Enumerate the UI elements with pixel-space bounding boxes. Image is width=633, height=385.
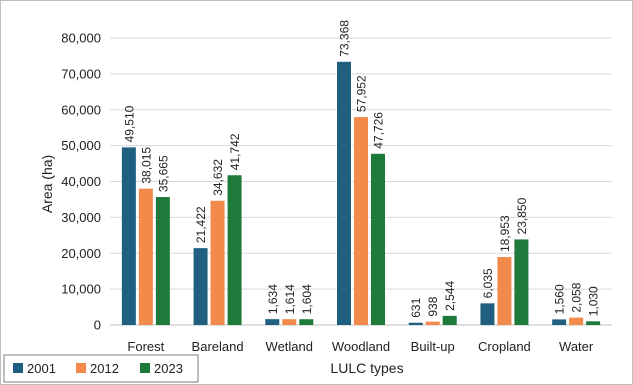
bar-2023 <box>155 197 170 325</box>
legend-label-2023: 2023 <box>154 361 183 376</box>
x-tick-label: Water <box>559 339 594 354</box>
data-label: 1,030 <box>587 286 601 316</box>
data-label: 41,742 <box>228 133 242 170</box>
bar-2001 <box>121 147 136 325</box>
x-tick-label: Woodland <box>332 339 390 354</box>
y-tick-label: 40,000 <box>61 174 101 189</box>
x-tick-label: Forest <box>127 339 164 354</box>
data-label: 631 <box>409 297 423 317</box>
data-label: 1,634 <box>266 284 280 314</box>
x-tick-label: Cropland <box>478 339 531 354</box>
y-tick-label: 20,000 <box>61 246 101 261</box>
bar-2001 <box>552 319 567 325</box>
data-label: 49,510 <box>122 105 136 142</box>
bar-2023 <box>586 321 601 325</box>
y-tick-label: 60,000 <box>61 102 101 117</box>
bar-2023 <box>299 319 314 325</box>
x-axis-ticks: Forest Bareland Wetland Woodland Built-up Cro… <box>127 339 593 354</box>
y-tick-label: 10,000 <box>61 282 101 297</box>
y-tick-label: 50,000 <box>61 138 101 153</box>
data-label: 1,604 <box>300 284 314 314</box>
y-axis-ticks: 0 10,000 20,000 30,000 40,000 50,000 60,000 70,… <box>61 31 101 333</box>
x-axis-title: LULC types <box>330 360 403 376</box>
data-label: 34,632 <box>211 159 225 196</box>
legend-box <box>3 354 199 383</box>
legend-label-2001: 2001 <box>27 361 56 376</box>
bar-2023 <box>227 175 242 325</box>
legend-swatch-2001 <box>13 363 23 373</box>
bar-2023 <box>442 315 457 325</box>
bar-2001 <box>337 61 351 326</box>
x-tick-label: Wetland <box>266 339 313 354</box>
bar-2012 <box>282 319 297 325</box>
data-label: 2,544 <box>443 281 457 311</box>
data-label: 1,614 <box>283 284 297 314</box>
data-label: 23,850 <box>515 197 529 234</box>
bar-2001 <box>408 322 423 325</box>
data-label: 1,560 <box>553 284 567 314</box>
bar-2001 <box>193 248 208 325</box>
data-label: 57,952 <box>355 75 369 112</box>
y-axis-title: Area (ha) <box>39 155 55 213</box>
data-label: 73,368 <box>338 20 352 57</box>
bar-2012 <box>210 200 225 325</box>
data-label: 938 <box>426 296 440 316</box>
bar-2023 <box>514 239 529 325</box>
legend-swatch-2012 <box>76 363 86 373</box>
bar-2001 <box>480 303 495 325</box>
data-label: 6,035 <box>481 268 495 298</box>
x-tick-label: Bareland <box>192 339 244 354</box>
data-label: 38,015 <box>139 147 153 184</box>
data-label: 18,953 <box>498 215 512 252</box>
y-tick-label: 30,000 <box>61 210 101 225</box>
bar-2012 <box>569 317 584 325</box>
bars <box>121 61 601 326</box>
y-tick-label: 70,000 <box>61 66 101 81</box>
bar-2012 <box>425 321 440 325</box>
data-label: 21,422 <box>194 206 208 243</box>
data-label: 35,665 <box>156 155 170 192</box>
legend-label-2012: 2012 <box>90 361 119 376</box>
bar-2012 <box>497 257 512 325</box>
legend: 2001 2012 2023 <box>3 354 199 383</box>
x-tick-label: Built-up <box>411 339 455 354</box>
bar-2012 <box>138 188 153 325</box>
y-tick-label: 80,000 <box>61 31 101 46</box>
bar-2023 <box>371 153 385 325</box>
y-tick-label: 0 <box>94 318 101 333</box>
bar-2012 <box>354 117 368 325</box>
bar-2001 <box>265 319 280 325</box>
data-label: 47,726 <box>372 112 386 149</box>
legend-swatch-2023 <box>140 363 150 373</box>
data-label: 2,058 <box>570 282 584 312</box>
